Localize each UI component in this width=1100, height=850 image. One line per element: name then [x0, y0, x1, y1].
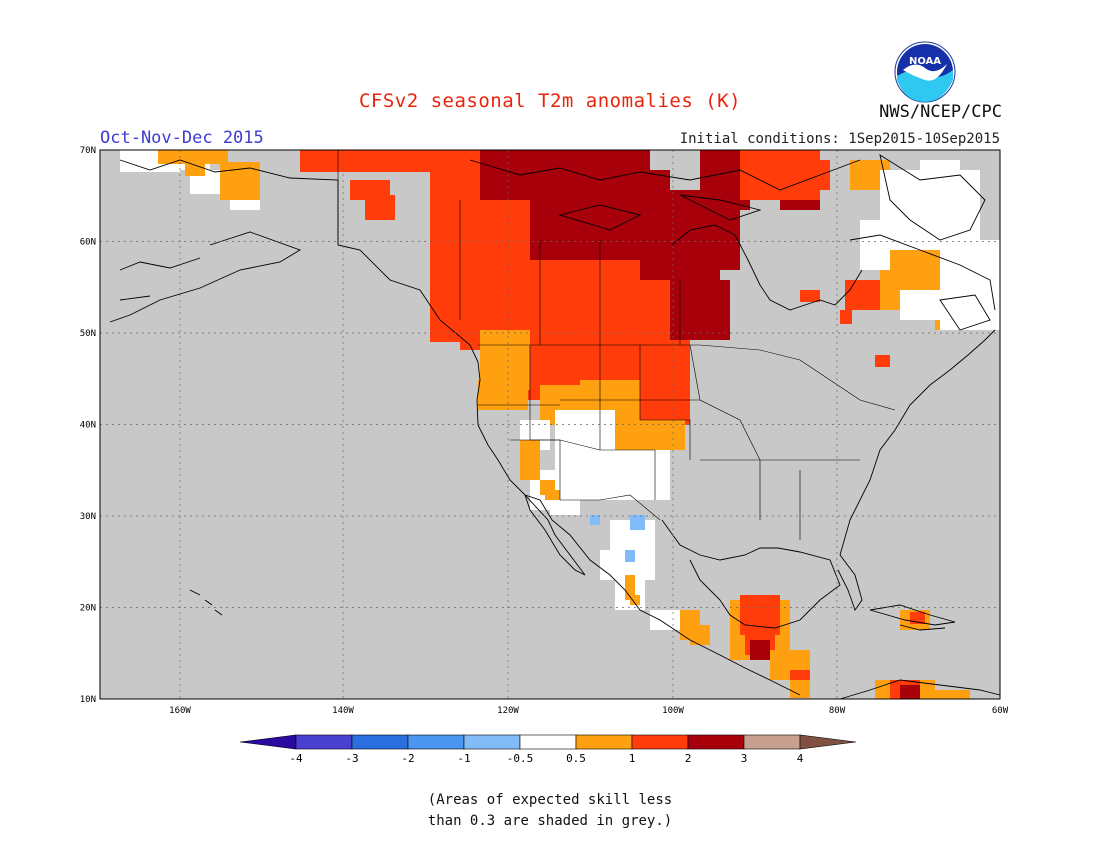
anomaly-cell — [590, 150, 650, 190]
anomaly-cell — [840, 310, 852, 324]
anomaly-cell — [550, 500, 580, 515]
initial-conditions-label: Initial conditions: 1Sep2015-10Sep2015 — [679, 131, 1000, 147]
anomaly-cell — [860, 220, 890, 270]
anomaly-cell — [470, 240, 530, 340]
anomaly-cell — [545, 490, 560, 500]
anomaly-cell — [750, 640, 770, 660]
grid-lines — [100, 150, 1000, 699]
organization-label: NWS/NCEP/CPC — [879, 102, 1002, 122]
colorbar-label: 3 — [741, 752, 748, 765]
lat-tick-20N: 20N — [80, 604, 96, 614]
anomaly-cells — [120, 150, 1000, 699]
anomaly-cell — [920, 160, 960, 180]
colorbar-arrow-left — [239, 734, 297, 750]
colorbar-segment — [687, 734, 745, 750]
anomaly-cell — [800, 290, 820, 302]
longitude-ticks: 160W 140W 120W 100W 80W 60W — [169, 706, 1009, 716]
colorbar-label: -0.5 — [507, 752, 534, 765]
colorbar-segment — [631, 734, 689, 750]
colorbar-segment — [519, 734, 577, 750]
colorbar-segment — [351, 734, 409, 750]
colorbar-label: -3 — [345, 752, 358, 765]
logo-text: NOAA — [909, 56, 941, 67]
anomaly-cell — [930, 690, 970, 699]
map-title: CFSv2 seasonal T2m anomalies (K) — [358, 90, 742, 112]
anomaly-cell — [630, 595, 640, 605]
anomaly-cell — [590, 515, 600, 525]
anomaly-cell — [158, 150, 228, 164]
anomaly-cell — [910, 612, 925, 624]
anomaly-cell — [625, 575, 635, 600]
colorbar-segment — [743, 734, 801, 750]
anomaly-cell — [300, 150, 460, 172]
map-frame — [99, 149, 1001, 700]
lat-tick-70N: 70N — [80, 146, 96, 156]
anomaly-cell — [790, 160, 830, 190]
lat-tick-10N: 10N — [80, 695, 96, 705]
anomaly-cell — [600, 450, 670, 500]
anomaly-cell — [478, 380, 528, 410]
political-borders — [337, 150, 896, 540]
colorbar-labels: -4 -3 -2 -1 -0.5 0.5 1 2 3 4 — [289, 752, 803, 765]
anomaly-cell — [880, 170, 980, 250]
anomaly-cell — [875, 355, 890, 367]
colorbar-segment — [575, 734, 633, 750]
colorbar-label: 1 — [629, 752, 636, 765]
period-label: Oct-Nov-Dec 2015 — [100, 128, 264, 148]
anomaly-cell — [185, 162, 205, 176]
anomaly-cell — [630, 515, 645, 530]
lat-tick-40N: 40N — [80, 421, 96, 431]
lat-tick-30N: 30N — [80, 512, 96, 522]
colorbar-segment — [407, 734, 465, 750]
lon-tick-140W: 140W — [332, 706, 354, 716]
colorbar-segment — [463, 734, 521, 750]
lon-tick-80W: 80W — [829, 706, 846, 716]
lon-tick-120W: 120W — [497, 706, 519, 716]
colorbar-arrow-right — [799, 734, 857, 750]
colorbar-label: 0.5 — [566, 752, 586, 765]
skill-note-line2: than 0.3 are shaded in grey.) — [427, 813, 673, 829]
anomaly-cell — [655, 420, 685, 450]
anomaly-cell — [350, 180, 390, 200]
anomaly-cell — [220, 162, 260, 200]
colorbar-label: -2 — [401, 752, 414, 765]
colorbar-label: 4 — [797, 752, 804, 765]
anomaly-cell — [900, 685, 920, 699]
anomaly-cell — [900, 290, 940, 320]
anomaly-cell — [520, 440, 540, 480]
anomaly-cell — [760, 600, 780, 630]
anomaly-cell — [625, 550, 635, 562]
anomaly-cell — [670, 280, 730, 340]
anomaly-cell — [790, 680, 810, 698]
colorbar — [239, 734, 857, 750]
anomaly-cell — [650, 610, 680, 630]
anomaly-cell — [690, 625, 710, 645]
skill-note: (Areas of expected skill less than 0.3 a… — [0, 790, 1100, 832]
colorbar-segment — [295, 734, 353, 750]
lon-tick-160W: 160W — [169, 706, 191, 716]
colorbar-label: -4 — [289, 752, 303, 765]
skill-note-line1: (Areas of expected skill less — [427, 792, 673, 808]
anomaly-cell — [845, 280, 885, 310]
colorbar-label: -1 — [457, 752, 470, 765]
colorbar-label: 2 — [685, 752, 692, 765]
lat-tick-50N: 50N — [80, 329, 96, 339]
latitude-ticks: 70N 60N 50N 40N 30N 20N 10N — [80, 146, 96, 705]
lat-tick-60N: 60N — [80, 238, 96, 248]
lon-tick-100W: 100W — [662, 706, 684, 716]
noaa-logo-icon: NOAA — [894, 41, 956, 103]
lon-tick-60W: 60W — [992, 706, 1009, 716]
